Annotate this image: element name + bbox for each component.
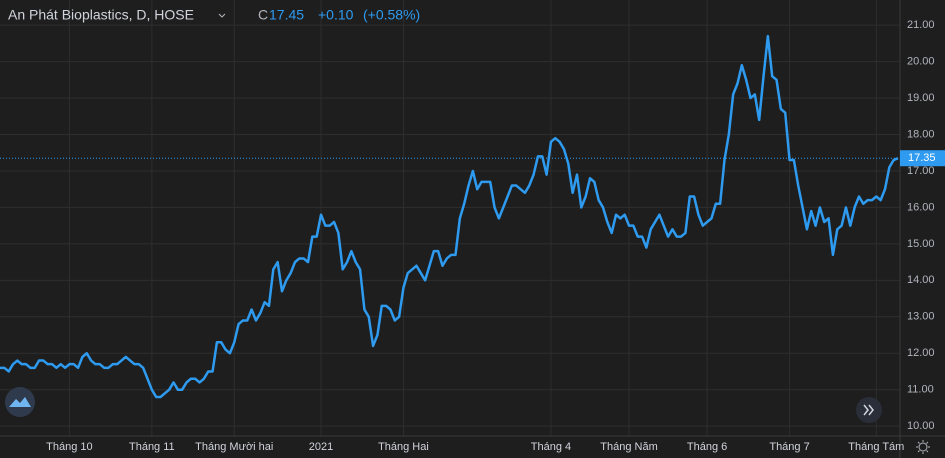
x-tick-label: 2021: [309, 441, 333, 453]
logo[interactable]: [5, 387, 35, 417]
y-tick-label: 14.00: [907, 274, 935, 286]
y-tick-label: 12.00: [907, 347, 935, 359]
axes: 10.00 11.00 12.00 13.00 14.00 15.00 16.00 17.00…: [46, 19, 945, 453]
x-tick-label: Tháng Năm: [600, 441, 657, 453]
plot: [0, 34, 900, 399]
x-tick-label: Tháng Tám: [848, 441, 904, 453]
price-axis: [900, 0, 945, 458]
last-price-box: [900, 150, 945, 167]
x-tick-label: Tháng 11: [129, 441, 175, 453]
y-tick-label: 13.00: [907, 311, 935, 323]
x-tick-label: Tháng 4: [531, 441, 571, 453]
settings-button[interactable]: [916, 440, 930, 454]
change-percent: (+0.58%): [363, 7, 420, 23]
x-tick-label: Tháng Hai: [378, 441, 429, 453]
y-tick-label: 10.00: [907, 420, 935, 432]
y-tick-label: 16.00: [907, 201, 935, 213]
y-tick-label: 11.00: [907, 384, 934, 396]
x-tick-label: Tháng 10: [46, 441, 92, 453]
y-tick-label: 15.00: [907, 238, 935, 250]
close-label: C: [258, 7, 268, 23]
last-price-label: 17.35: [908, 152, 936, 164]
y-tick-label: 17.00: [907, 165, 935, 177]
price-line: [0, 34, 899, 399]
y-tick-label: 18.00: [907, 128, 935, 140]
change-value: +0.10: [318, 7, 354, 23]
scroll-to-realtime-button[interactable]: [856, 397, 882, 423]
x-tick-label: Tháng 7: [769, 441, 809, 453]
symbol-title: An Phát Bioplastics, D, HOSE: [8, 7, 194, 23]
grid: [0, 0, 900, 436]
y-tick-label: 19.00: [907, 92, 935, 104]
symbol-chevron[interactable]: [218, 13, 226, 18]
x-tick-label: Tháng Mười hai: [195, 441, 273, 453]
y-tick-label: 21.00: [907, 19, 935, 31]
x-tick-label: Tháng 6: [687, 441, 727, 453]
y-tick-label: 20.00: [907, 56, 935, 68]
close-value: 17.45: [269, 7, 304, 23]
